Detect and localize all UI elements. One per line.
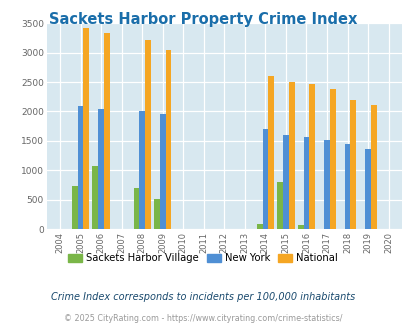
Bar bbox=[77, 106, 83, 229]
Bar bbox=[282, 135, 288, 229]
Bar bbox=[370, 105, 376, 229]
Bar bbox=[139, 111, 145, 229]
Bar bbox=[323, 140, 329, 229]
Bar bbox=[133, 188, 139, 229]
Bar bbox=[83, 28, 89, 229]
Bar bbox=[72, 186, 77, 229]
Text: Crime Index corresponds to incidents per 100,000 inhabitants: Crime Index corresponds to incidents per… bbox=[51, 292, 354, 302]
Text: Sackets Harbor Property Crime Index: Sackets Harbor Property Crime Index bbox=[49, 12, 356, 26]
Bar bbox=[104, 33, 109, 229]
Bar bbox=[92, 166, 98, 229]
Bar bbox=[344, 144, 350, 229]
Bar bbox=[256, 224, 262, 229]
Bar bbox=[262, 129, 268, 229]
Bar bbox=[303, 137, 309, 229]
Bar bbox=[268, 76, 273, 229]
Bar bbox=[160, 115, 165, 229]
Bar bbox=[297, 225, 303, 229]
Bar bbox=[288, 82, 294, 229]
Bar bbox=[154, 199, 160, 229]
Bar bbox=[277, 182, 282, 229]
Text: © 2025 CityRating.com - https://www.cityrating.com/crime-statistics/: © 2025 CityRating.com - https://www.city… bbox=[64, 314, 341, 323]
Bar bbox=[309, 84, 314, 229]
Bar bbox=[98, 109, 104, 229]
Bar bbox=[364, 148, 370, 229]
Bar bbox=[329, 89, 335, 229]
Legend: Sackets Harbor Village, New York, National: Sackets Harbor Village, New York, Nation… bbox=[64, 249, 341, 267]
Bar bbox=[145, 40, 150, 229]
Bar bbox=[350, 100, 355, 229]
Bar bbox=[165, 50, 171, 229]
